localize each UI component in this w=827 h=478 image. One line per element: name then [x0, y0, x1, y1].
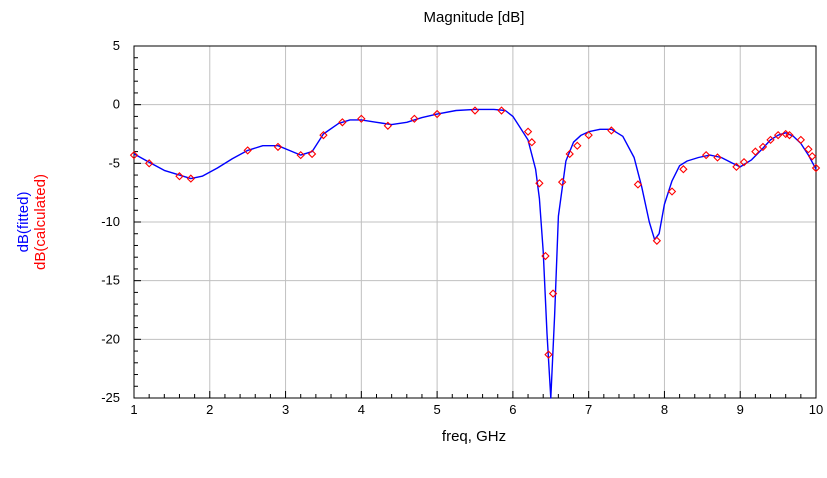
data-point-calculated — [785, 130, 794, 140]
data-point-calculated — [766, 135, 775, 145]
data-point-calculated — [432, 109, 442, 119]
data-point-calculated — [243, 146, 252, 155]
y-axis-label-fitted: dB(fitted) — [15, 192, 32, 253]
data-point-calculated — [667, 187, 677, 196]
data-point-calculated — [319, 130, 328, 140]
data-point-calculated — [383, 121, 393, 130]
chart-title: Magnitude [dB] — [424, 9, 525, 26]
data-point-calculated — [470, 106, 480, 115]
x-tick-label: 1 — [130, 402, 137, 417]
y-tick-label: -15 — [101, 273, 120, 288]
data-point-calculated — [565, 149, 574, 159]
data-point-calculated — [808, 152, 817, 161]
data-point-calculated — [296, 150, 305, 160]
data-point-calculated — [633, 180, 643, 189]
ticks — [133, 45, 817, 399]
data-point-calculated — [175, 172, 184, 181]
x-tick-label: 3 — [282, 402, 289, 417]
data-point-calculated — [607, 126, 616, 135]
grid — [133, 45, 817, 399]
x-axis-label: freq, GHz — [442, 428, 506, 445]
y-tick-label: 0 — [113, 97, 120, 112]
data-point-calculated — [679, 165, 688, 174]
x-tick-label: 2 — [206, 402, 213, 417]
data-point-calculated — [713, 153, 722, 162]
data-point-calculated — [811, 163, 821, 173]
y-tick-label: -20 — [101, 331, 120, 346]
series-line-fitted — [133, 108, 817, 399]
y-axis-label: dB(fitted) dB(calculated) — [15, 174, 49, 270]
data-point-calculated — [144, 159, 154, 168]
y-axis-label-calculated: dB(calculated) — [32, 174, 49, 270]
data-point-calculated — [584, 130, 593, 140]
data-point-calculated — [523, 127, 533, 136]
data-point-calculated — [804, 145, 813, 154]
data-point-calculated — [410, 114, 419, 123]
data-point-calculated — [796, 135, 806, 145]
data-point-calculated — [557, 177, 567, 187]
data-point-calculated — [527, 138, 537, 147]
data-point-calculated — [186, 174, 196, 183]
data-point-calculated — [732, 162, 741, 172]
y-tick-label: -5 — [108, 155, 120, 170]
data-point-calculated — [535, 179, 544, 188]
x-tick-label: 9 — [737, 402, 744, 417]
data-point-calculated — [307, 149, 317, 159]
data-point-calculated — [548, 289, 558, 298]
x-tick-label: 6 — [509, 402, 516, 417]
x-tick-label: 10 — [809, 402, 823, 417]
data-point-calculated — [573, 141, 582, 150]
data-point-calculated — [541, 251, 550, 261]
data-point-calculated — [497, 106, 506, 115]
y-tick-labels: 5 0 -5 -10 -15 -20 -25 — [101, 38, 120, 405]
y-tick-label: 5 — [113, 38, 120, 53]
x-tick-label: 4 — [358, 402, 365, 417]
data-point-calculated — [338, 118, 347, 127]
data-point-calculated — [357, 114, 366, 123]
x-tick-label: 8 — [661, 402, 668, 417]
x-tick-label: 7 — [585, 402, 592, 417]
data-point-calculated — [273, 142, 283, 152]
data-point-calculated — [751, 147, 760, 156]
data-point-calculated — [129, 150, 139, 160]
plot-area — [129, 106, 821, 399]
data-point-calculated — [544, 350, 553, 359]
data-point-calculated — [652, 236, 662, 245]
x-tick-label: 5 — [433, 402, 440, 417]
y-tick-label: -25 — [101, 390, 120, 405]
data-point-calculated — [773, 130, 783, 140]
data-point-calculated — [739, 157, 749, 167]
x-tick-labels: 1 2 3 4 5 6 7 8 9 10 — [130, 402, 823, 417]
y-tick-label: -10 — [101, 214, 120, 229]
data-point-calculated — [701, 150, 711, 160]
data-point-calculated — [758, 142, 768, 152]
